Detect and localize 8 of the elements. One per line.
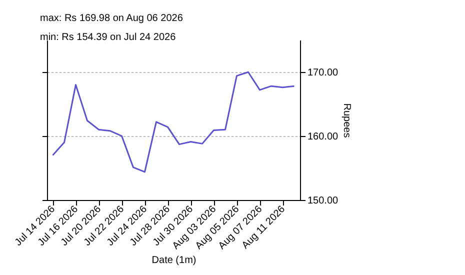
line-series (52, 71, 295, 173)
y-tick-label: 160.00 (308, 132, 339, 142)
annotation: min: Rs 154.39 on Jul 24 2026 (40, 32, 176, 43)
text: max: Rs 169.98 on Aug 06 2026 (40, 13, 184, 24)
x-axis-title: Date (1m) (152, 255, 196, 266)
y-tick-label: 150.00 (308, 196, 339, 206)
y-axis-title: Rupees (341, 103, 352, 138)
y-tick-label: 170.00 (308, 68, 339, 78)
